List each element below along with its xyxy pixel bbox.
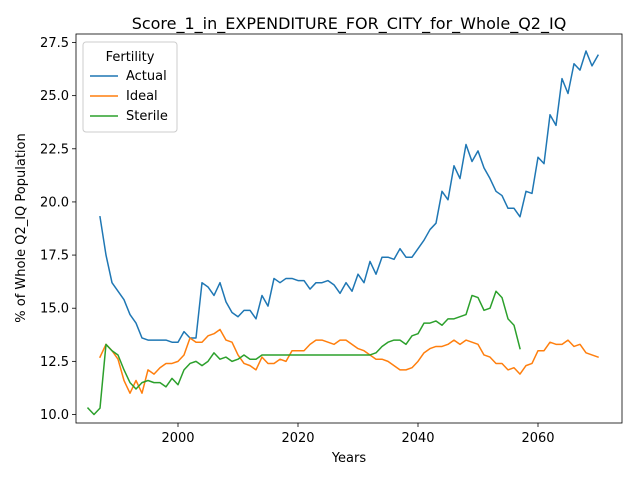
x-axis-label: Years (331, 451, 367, 466)
series-line-ideal (99, 328, 599, 394)
y-tick-label: 20.0 (40, 195, 69, 210)
chart-title: Score_1_in_EXPENDITURE_FOR_CITY_for_Whol… (132, 14, 567, 34)
x-axis-ticks: 2000 2020 2040 2060 (161, 423, 555, 446)
plot-lines (86, 50, 600, 416)
x-tick-label: 2020 (281, 431, 314, 446)
y-axis-ticks: 10.0 12.5 15.0 17.5 20.0 22.5 25.0 27.5 (40, 36, 76, 423)
x-tick-label: 2040 (401, 431, 434, 446)
x-tick-label: 2000 (161, 431, 194, 446)
plot-frame (75, 33, 623, 424)
y-tick-label: 17.5 (40, 249, 69, 264)
y-tick-label: 25.0 (40, 89, 69, 104)
x-tick-label: 2060 (521, 431, 554, 446)
y-tick-label: 27.5 (40, 36, 69, 51)
y-axis-label: % of Whole Q2_IQ Population (14, 133, 29, 322)
legend-entries: Actual Ideal Sterile (90, 69, 168, 124)
series-line-sterile (86, 290, 521, 416)
legend-label-actual: Actual (126, 69, 167, 84)
legend-label-ideal: Ideal (126, 89, 158, 104)
legend: Fertility Actual Ideal Sterile (82, 41, 178, 133)
legend-title: Fertility (106, 50, 155, 65)
y-tick-label: 22.5 (40, 142, 69, 157)
y-tick-label: 12.5 (40, 355, 69, 370)
y-tick-label: 15.0 (40, 302, 69, 317)
y-tick-label: 10.0 (40, 408, 69, 423)
series-line-actual (99, 50, 600, 343)
legend-label-sterile: Sterile (126, 109, 168, 124)
legend-box (82, 41, 178, 133)
